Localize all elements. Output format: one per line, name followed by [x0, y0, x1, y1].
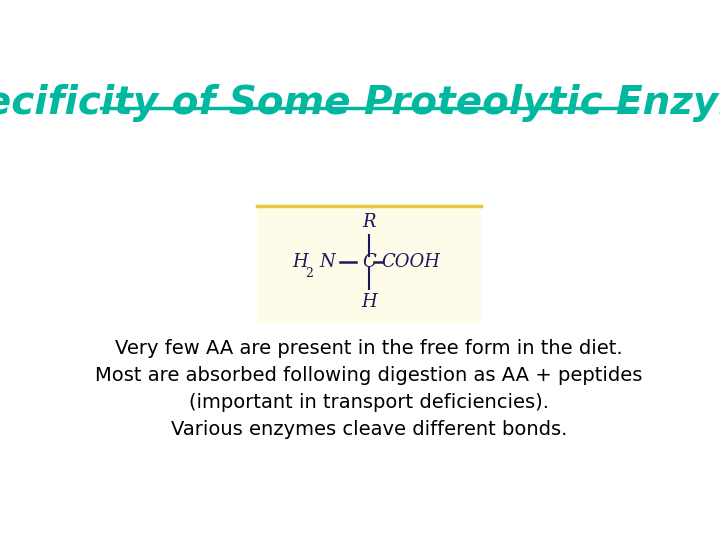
Text: Very few AA are present in the free form in the diet.: Very few AA are present in the free form… [115, 339, 623, 358]
Text: 2: 2 [305, 267, 313, 280]
Text: COOH: COOH [381, 253, 440, 271]
Text: H: H [292, 253, 308, 271]
Text: C: C [362, 253, 376, 271]
Text: H: H [361, 293, 377, 311]
Text: R: R [362, 213, 376, 231]
Text: Various enzymes cleave different bonds.: Various enzymes cleave different bonds. [171, 420, 567, 440]
Text: N: N [320, 253, 336, 271]
Bar [258, 206, 481, 322]
Text: Specificity of Some Proteolytic Enzymes: Specificity of Some Proteolytic Enzymes [0, 84, 720, 122]
Text: Most are absorbed following digestion as AA + peptides: Most are absorbed following digestion as… [95, 366, 643, 385]
Text: (important in transport deficiencies).: (important in transport deficiencies). [189, 393, 549, 412]
